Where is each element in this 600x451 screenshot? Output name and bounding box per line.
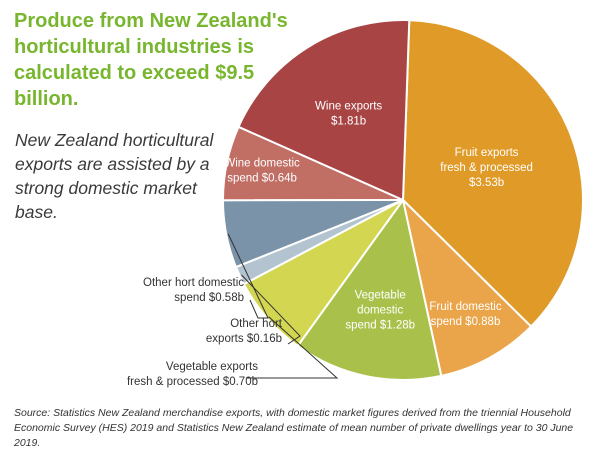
slice-label-2: Vegetable domestic spend $1.28b <box>345 289 415 331</box>
slice-label-1: Fruit domestic spend $0.88b <box>429 301 501 328</box>
callout-label-4: Other hort exports $0.16b <box>206 318 283 345</box>
subheading: New Zealand horticultural exports are as… <box>15 130 214 222</box>
pie-slice-0 <box>401 19 584 328</box>
source-note: Source: Statistics New Zealand merchandi… <box>14 407 574 449</box>
callout-label-5: Other hort domestic spend $0.58b <box>143 277 244 304</box>
callout-leader-4 <box>241 274 301 345</box>
callout-leaders <box>227 233 339 379</box>
pie-labels: Fruit exports fresh & processed $3.53b Frui… <box>127 101 533 389</box>
pie-slices <box>221 19 584 381</box>
slice-label-7: Wine exports $1.81b <box>315 101 382 128</box>
callout-label-3: Vegetable exports fresh & processed $0.70… <box>127 361 258 388</box>
slice-label-6: Wine domestic spend $0.64b <box>224 158 300 185</box>
pie-slice-7 <box>237 19 411 202</box>
headline: Produce from New Zealand's horticultural… <box>14 10 288 110</box>
slice-label-0: Fruit exports fresh & processed $3.53b <box>440 147 533 189</box>
pie-slice-1 <box>401 196 533 378</box>
callout-leader-5 <box>227 233 269 319</box>
pie-slice-2 <box>296 197 443 381</box>
callout-leader-3 <box>246 316 339 379</box>
